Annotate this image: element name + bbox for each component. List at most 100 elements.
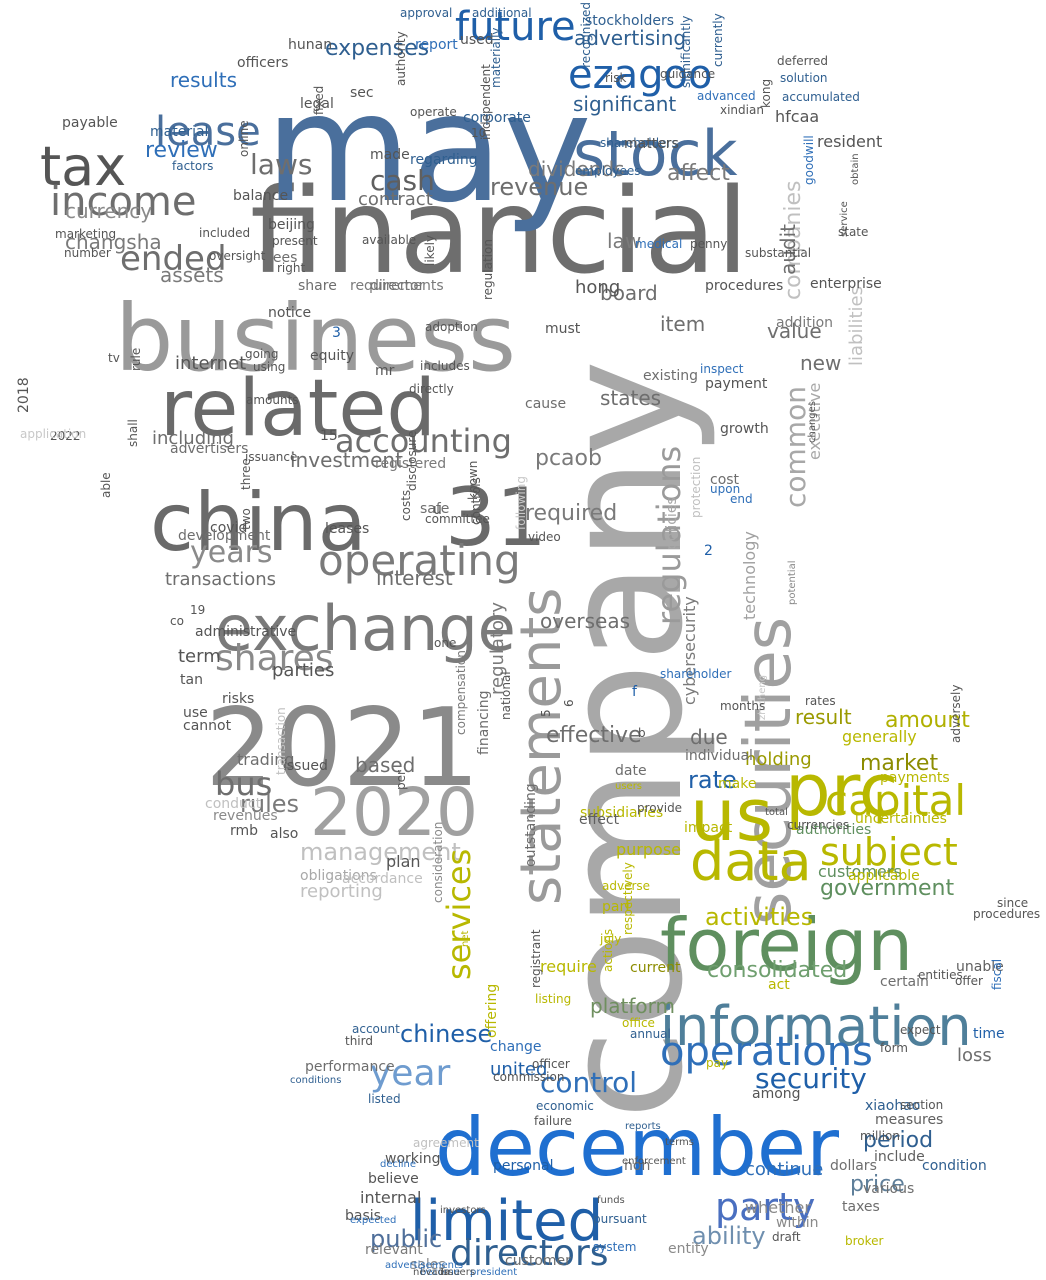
word-equity: equity xyxy=(310,348,354,364)
word-currency: currency xyxy=(65,199,152,223)
word-2020: 2020 xyxy=(310,774,478,851)
word-revenues: revenues xyxy=(213,808,278,824)
word-information: information xyxy=(660,995,972,1058)
word-price: price xyxy=(850,1172,905,1197)
word-mr: mr xyxy=(375,363,395,379)
word-management: management xyxy=(300,838,461,866)
word-services: services xyxy=(440,849,478,980)
word-control: control xyxy=(540,1066,637,1099)
word-party: party xyxy=(715,1185,815,1229)
word-development: development xyxy=(178,528,271,544)
word-future: future xyxy=(455,4,576,50)
word-technology: technology xyxy=(740,531,759,620)
word-independent: independent xyxy=(479,64,493,140)
word-xindian: xindian xyxy=(720,103,764,117)
word-make: make xyxy=(718,776,756,792)
word-covid: covid xyxy=(210,520,247,536)
word-adverse: adverse xyxy=(602,879,650,893)
word-conduct: conduct xyxy=(205,796,262,812)
word-solution: solution xyxy=(780,71,828,85)
word-advertisers: advertisers xyxy=(170,441,248,457)
word-date: date xyxy=(615,763,647,779)
word-states: states xyxy=(600,386,661,410)
word-using: using xyxy=(253,360,285,374)
word-rules: rules xyxy=(240,790,299,818)
word-matters: matters xyxy=(624,136,679,152)
word-2018: 2018 xyxy=(16,377,32,413)
word-national: national xyxy=(499,671,513,720)
word-hunan: hunan xyxy=(288,37,332,53)
word-business: business xyxy=(115,285,516,392)
word-offering: offering xyxy=(484,984,500,1038)
word-continue: continue xyxy=(745,1159,823,1180)
word-existing: existing xyxy=(643,368,698,384)
word-non: non xyxy=(624,1158,650,1174)
word-recognized: recognized xyxy=(579,2,593,68)
word-financing: financing xyxy=(476,691,492,756)
word-terms: terms xyxy=(665,1137,694,1148)
word-state: state xyxy=(838,225,868,239)
word-investment: investment xyxy=(290,448,403,472)
word-inspect: inspect xyxy=(700,362,744,376)
word-activities: activities xyxy=(705,903,813,931)
word-market: market xyxy=(860,751,938,776)
word-entities: entities xyxy=(918,968,963,982)
word-common: common xyxy=(779,386,812,508)
word-enterprise: enterprise xyxy=(810,276,882,292)
word-third: third xyxy=(345,1034,373,1048)
word-xiaohao: xiaohao xyxy=(865,1098,920,1114)
word-board: board xyxy=(600,281,658,305)
word-within: within xyxy=(776,1215,818,1231)
word-transactions: transactions xyxy=(165,569,276,590)
word-cause: cause xyxy=(525,396,566,412)
word-materially: materially xyxy=(489,27,503,88)
word-balance: balance xyxy=(233,188,288,204)
word-obtain: obtain xyxy=(850,153,861,185)
word-nevada: nevada xyxy=(413,1267,450,1278)
word-various: various xyxy=(863,1181,914,1197)
word-advanced: advanced xyxy=(697,89,756,103)
word-bus: bus xyxy=(215,765,272,803)
word-known: known xyxy=(466,461,480,500)
word-new: new xyxy=(800,351,841,375)
word-pay: pay xyxy=(706,1056,728,1070)
word-audit: audit xyxy=(776,224,800,275)
word-interest: interest xyxy=(376,566,453,590)
word-individual: individual xyxy=(685,748,753,764)
word-resident: resident xyxy=(817,132,882,151)
word-uncertainties: uncertainties xyxy=(855,811,947,827)
word-commission: commission xyxy=(493,1070,564,1084)
word-two: two xyxy=(239,508,253,530)
word-following: following xyxy=(514,476,528,530)
word-present: present xyxy=(272,234,318,248)
word-online: online xyxy=(237,120,251,157)
word-oversight: oversight xyxy=(209,249,266,263)
word-deferred: deferred xyxy=(777,54,828,68)
word-condition: condition xyxy=(922,1158,987,1174)
word-video: video xyxy=(528,530,561,544)
word-include: include xyxy=(874,1149,925,1165)
word-amounts: amounts xyxy=(246,393,299,407)
word-additional: additional xyxy=(472,6,532,20)
word-securities: securities xyxy=(732,617,806,925)
word-zhicheng: zhicheng xyxy=(757,675,768,720)
word-notice: notice xyxy=(268,305,311,321)
word-public: public xyxy=(370,1225,442,1253)
word-united: united xyxy=(490,1059,547,1080)
word-president: president xyxy=(470,1267,517,1278)
word-results: results xyxy=(170,68,237,92)
word-payable: payable xyxy=(62,115,118,131)
word-december: december xyxy=(435,1101,839,1194)
word-subject: subject xyxy=(820,830,958,874)
word-tv: tv xyxy=(108,351,120,365)
word-advertising: advertising xyxy=(574,26,686,50)
word-government: government xyxy=(820,876,954,901)
word-months: months xyxy=(720,699,765,713)
word-changes: changes xyxy=(807,401,818,443)
word-available: available xyxy=(362,233,416,247)
word-co: co xyxy=(170,614,184,628)
word-draft: draft xyxy=(772,1230,801,1244)
word-15: 15 xyxy=(320,428,338,444)
word-able: able xyxy=(99,472,113,498)
word-pcaob: pcaob xyxy=(535,446,602,471)
